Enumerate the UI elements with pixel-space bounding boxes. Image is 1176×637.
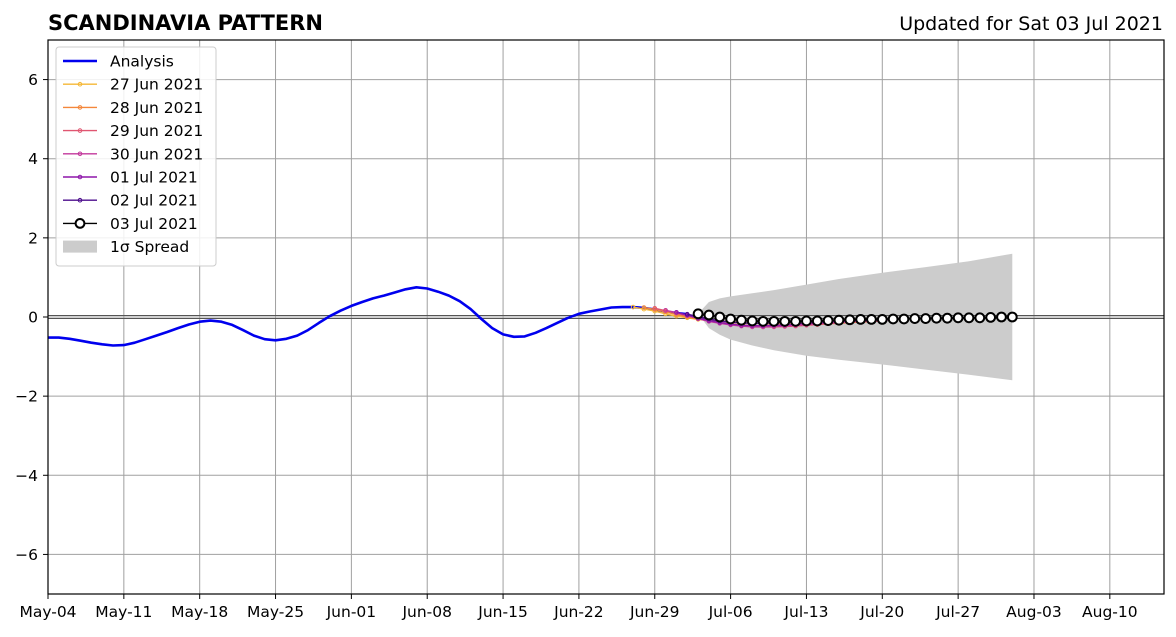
axes-group: May-04 May-11 May-18 May-25 Jun-01 Jun-08 Jun-… <box>15 39 1165 621</box>
data-point <box>887 313 899 325</box>
legend-label: 28 Jun 2021 <box>110 99 203 117</box>
y-tick-label: −2 <box>15 388 38 406</box>
data-point <box>790 315 802 327</box>
legend-label: Analysis <box>110 53 174 71</box>
legend-marker <box>77 197 83 203</box>
x-tick-label: May-25 <box>247 603 304 621</box>
legend-label: 30 Jun 2021 <box>110 145 203 163</box>
legend-entry: 27 Jun 2021 <box>63 76 203 94</box>
y-tick-label: 6 <box>28 71 38 89</box>
legend-label: 1σ Spread <box>110 238 189 256</box>
x-tick-label: Jul-06 <box>708 603 753 621</box>
x-tick-label: Aug-10 <box>1082 603 1138 621</box>
chart-subtitle: Updated for Sat 03 Jul 2021 <box>899 13 1163 35</box>
legend-entry: Analysis <box>63 53 174 71</box>
data-point <box>674 309 679 315</box>
data-point <box>974 312 986 324</box>
x-tick-label: Jun-15 <box>477 603 528 621</box>
legend-marker <box>77 128 83 133</box>
data-point <box>801 315 812 327</box>
data-point <box>996 311 1007 323</box>
y-tick-label: −4 <box>15 467 38 485</box>
data-point <box>714 311 726 323</box>
legend-entry: 01 Jul 2021 <box>63 169 198 187</box>
x-tick-label: May-18 <box>171 603 228 621</box>
y-tick-label: −6 <box>15 546 38 564</box>
x-tick-label: Aug-03 <box>1006 603 1062 621</box>
data-point <box>663 307 668 313</box>
legend-label: 27 Jun 2021 <box>110 76 203 94</box>
data-point <box>931 312 942 324</box>
x-tick-label: May-11 <box>95 603 152 621</box>
legend-swatch <box>63 240 97 253</box>
data-point <box>941 312 953 324</box>
data-point <box>746 315 758 327</box>
data-point <box>684 311 690 317</box>
legend-marker <box>77 151 83 157</box>
legend-marker <box>77 174 83 180</box>
data-point <box>630 304 636 310</box>
x-tick-label: Jul-20 <box>859 603 904 621</box>
x-tick-label: Jul-27 <box>935 603 980 621</box>
spread-band <box>698 253 1013 381</box>
y-tick-label: 0 <box>28 309 38 327</box>
legend-box <box>55 46 217 267</box>
data-point <box>641 305 647 310</box>
legend-entry: 03 Jul 2021 <box>63 215 198 233</box>
legend-label: 03 Jul 2021 <box>110 215 198 233</box>
data-point <box>876 313 888 325</box>
data-point <box>963 312 975 324</box>
data-point <box>725 313 737 325</box>
data-point <box>920 313 932 324</box>
data-point <box>652 305 658 311</box>
series-group <box>48 285 1018 347</box>
data-point <box>641 306 647 312</box>
legend-entry: 30 Jun 2021 <box>63 145 203 163</box>
data-point <box>1006 311 1018 323</box>
legend-marker <box>77 81 83 87</box>
data-point <box>898 313 910 325</box>
data-point <box>736 314 747 326</box>
data-point <box>703 309 715 321</box>
legend-label: 02 Jul 2021 <box>110 192 198 210</box>
data-point <box>985 311 997 323</box>
data-point <box>757 315 769 327</box>
data-point <box>811 315 823 327</box>
data-point <box>952 312 964 324</box>
legend-entry: 1σ Spread <box>63 238 189 256</box>
data-point <box>833 314 845 326</box>
x-tick-label: Jul-13 <box>783 603 828 621</box>
y-tick-label: 2 <box>28 229 38 247</box>
data-point <box>866 313 877 325</box>
data-point <box>779 315 791 327</box>
legend-marker <box>74 218 86 229</box>
legend-entry: 28 Jun 2021 <box>63 99 203 117</box>
series-line-analysis <box>48 285 688 347</box>
legend-marker <box>77 105 83 110</box>
x-tick-label: May-04 <box>19 603 76 621</box>
y-tick-label: 4 <box>28 150 38 168</box>
series-line <box>676 311 905 327</box>
data-point <box>855 313 867 325</box>
legend: Analysis 27 Jun 2021 28 Jun 2021 29 Jun 202… <box>55 46 217 267</box>
spread-band-group <box>698 253 1013 381</box>
legend-label: 29 Jun 2021 <box>110 122 203 140</box>
x-tick-label: Jun-22 <box>553 603 604 621</box>
x-tick-label: Jun-29 <box>629 603 680 621</box>
x-tick-label: Jun-08 <box>401 603 452 621</box>
series-forecast-7 <box>692 308 1018 327</box>
legend-entry: 29 Jun 2021 <box>63 122 203 140</box>
data-point <box>844 314 856 326</box>
data-point <box>909 313 921 324</box>
x-tick-label: Jun-01 <box>326 603 377 621</box>
data-point <box>768 315 780 327</box>
data-point <box>822 315 834 326</box>
legend-entry: 02 Jul 2021 <box>63 192 198 210</box>
legend-label: 01 Jul 2021 <box>110 169 198 187</box>
chart-title: SCANDINAVIA PATTERN <box>48 11 323 35</box>
data-point <box>692 308 704 320</box>
